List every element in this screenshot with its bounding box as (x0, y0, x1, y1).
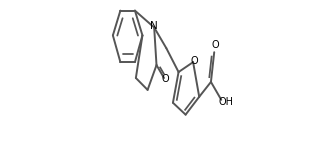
Text: O: O (162, 74, 169, 85)
Text: O: O (211, 40, 219, 50)
Text: N: N (150, 21, 158, 31)
Text: OH: OH (219, 97, 233, 107)
Text: O: O (190, 56, 198, 66)
